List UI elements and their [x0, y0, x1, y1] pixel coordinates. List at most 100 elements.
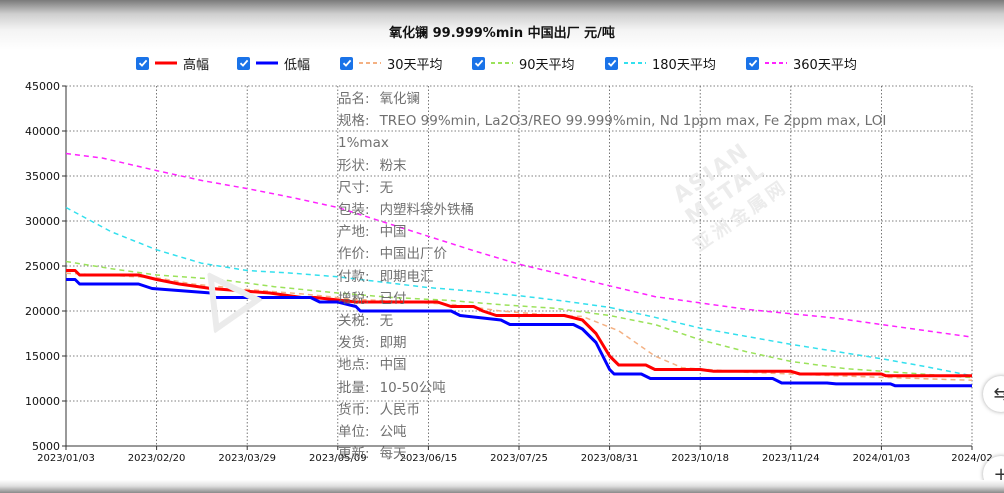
series-line-1 — [66, 278, 972, 388]
legend-checkbox-icon[interactable] — [136, 56, 149, 70]
legend-label: 90天平均 — [519, 57, 575, 73]
chart-title: 氧化镧 99.999%min 中国出厂 元/吨 — [389, 26, 615, 41]
legend-item-1[interactable]: 低幅 — [237, 52, 310, 74]
y-tick-label: 20000 — [25, 305, 60, 318]
x-tick-label: 2023/07/25 — [490, 453, 548, 464]
legend-checkbox-icon[interactable] — [472, 56, 485, 70]
bottom-strip — [0, 480, 1004, 493]
legend-checkbox-icon[interactable] — [605, 56, 618, 70]
info-label: 付款: — [338, 268, 370, 285]
info-row: 包装: 内塑料袋外铁桶 — [338, 199, 888, 221]
info-row: 品名: 氧化镧 — [338, 88, 888, 110]
info-row: 发货: 即期 — [338, 332, 888, 354]
x-tick-label: 2023/08/31 — [581, 453, 639, 464]
info-row: 尺寸: 无 — [338, 177, 888, 199]
info-value: 每天 — [379, 446, 407, 463]
info-label: 关税: — [338, 313, 370, 330]
info-value: 中国 — [379, 224, 407, 241]
legend-checkbox-icon[interactable] — [746, 56, 759, 70]
info-label: 发货: — [338, 335, 370, 352]
info-row: 形状: 粉末 — [338, 155, 888, 177]
y-tick-label: 45000 — [25, 80, 60, 93]
x-tick-label: 2023/10/18 — [671, 453, 729, 464]
legend-label: 低幅 — [284, 57, 311, 73]
info-label: 货币: — [338, 401, 370, 418]
legend: 高幅 低幅 30天平均 90天平均 180天平均 360天平均 — [0, 52, 1004, 74]
y-tick-label: 25000 — [25, 260, 60, 273]
info-value: 10-50公吨 — [379, 379, 446, 396]
legend-item-0[interactable]: 高幅 — [136, 52, 209, 74]
series-line-4 — [65, 206, 973, 377]
info-label: 形状: — [338, 157, 370, 174]
legend-label: 360天平均 — [793, 57, 857, 73]
info-value: 人民币 — [379, 401, 421, 418]
legend-item-3[interactable]: 90天平均 — [472, 52, 575, 74]
x-tick-label: 2023/11/24 — [762, 453, 820, 464]
y-tick-label: 5000 — [32, 440, 60, 453]
info-value: 粉末 — [379, 157, 407, 174]
legend-checkbox-icon[interactable] — [340, 56, 353, 70]
info-value: 内塑料袋外铁桶 — [379, 202, 475, 219]
info-label: 增税: — [338, 290, 370, 307]
x-tick-label: 2023/02/20 — [128, 453, 186, 464]
info-label: 批量: — [338, 379, 370, 396]
info-value: 公吨 — [379, 424, 407, 441]
legend-label: 30天平均 — [387, 57, 443, 73]
legend-item-5[interactable]: 360天平均 — [746, 52, 857, 74]
info-value: 无 — [379, 313, 394, 330]
legend-swatch — [491, 62, 513, 64]
y-tick-label: 30000 — [25, 215, 60, 228]
info-row: 增税: 已付 — [338, 288, 888, 310]
y-tick-label: 15000 — [25, 350, 60, 363]
x-tick-label: 2023/06/15 — [400, 453, 458, 464]
info-row: 规格: TREO 99%min, La2O3/REO 99.999%min, Nd… — [338, 110, 888, 154]
info-value: 即期 — [379, 335, 407, 352]
info-label: 单位: — [338, 424, 370, 441]
info-label: 地点: — [338, 357, 370, 374]
info-label: 尺寸: — [338, 179, 370, 196]
info-value: 即期电汇 — [379, 268, 434, 285]
info-label: 品名: — [338, 91, 370, 107]
legend-label: 180天平均 — [652, 57, 716, 73]
info-row: 货币: 人民币 — [338, 399, 888, 421]
legend-item-2[interactable]: 30天平均 — [340, 52, 443, 74]
x-tick-label: 2024/02 — [951, 453, 993, 464]
info-row: 作价: 中国出厂价 — [338, 243, 888, 265]
info-row: 批量: 10-50公吨 — [338, 377, 888, 399]
product-info-panel: 品名: 氧化镧 规格: TREO 99%min, La2O3/REO 99.999%m… — [338, 88, 888, 465]
info-label: 规格: — [338, 113, 370, 130]
info-row: 更新: 每天 — [338, 443, 888, 465]
info-row: 地点: 中国 — [338, 354, 888, 376]
series-line-0 — [66, 269, 972, 378]
info-label: 作价: — [338, 246, 370, 263]
info-value: 已付 — [379, 290, 407, 307]
legend-item-4[interactable]: 180天平均 — [605, 52, 716, 74]
info-value: 无 — [379, 179, 394, 196]
x-tick-label: 2023/05/09 — [309, 453, 367, 464]
info-row: 关税: 无 — [338, 310, 888, 332]
legend-checkbox-icon[interactable] — [237, 56, 250, 70]
y-tick-label: 10000 — [25, 395, 60, 408]
info-row: 单位: 公吨 — [338, 421, 888, 443]
y-tick-label: 40000 — [25, 125, 60, 138]
x-tick-label: 2023/03/29 — [218, 453, 276, 464]
top-shade — [0, 0, 1004, 58]
info-label: 包装: — [338, 202, 370, 219]
legend-swatch — [155, 61, 177, 65]
info-row: 产地: 中国 — [338, 221, 888, 243]
info-value: 氧化镧 — [379, 91, 421, 107]
info-value: TREO 99%min, La2O3/REO 99.999%min, Nd 1p… — [338, 113, 887, 152]
info-row: 付款: 即期电汇 — [338, 266, 888, 288]
legend-swatch — [256, 61, 278, 65]
x-tick-label: 2024/01/03 — [853, 453, 911, 464]
info-value: 中国出厂价 — [379, 246, 448, 263]
info-label: 更新: — [338, 446, 370, 463]
series-line-5 — [65, 152, 973, 338]
legend-swatch — [359, 62, 381, 64]
x-tick-label: 2023/01/03 — [37, 453, 95, 464]
legend-label: 高幅 — [183, 57, 210, 73]
legend-swatch — [624, 62, 646, 64]
info-label: 产地: — [338, 224, 370, 241]
y-tick-label: 35000 — [25, 170, 60, 183]
swap-icon[interactable]: ⇆ — [983, 376, 1004, 412]
